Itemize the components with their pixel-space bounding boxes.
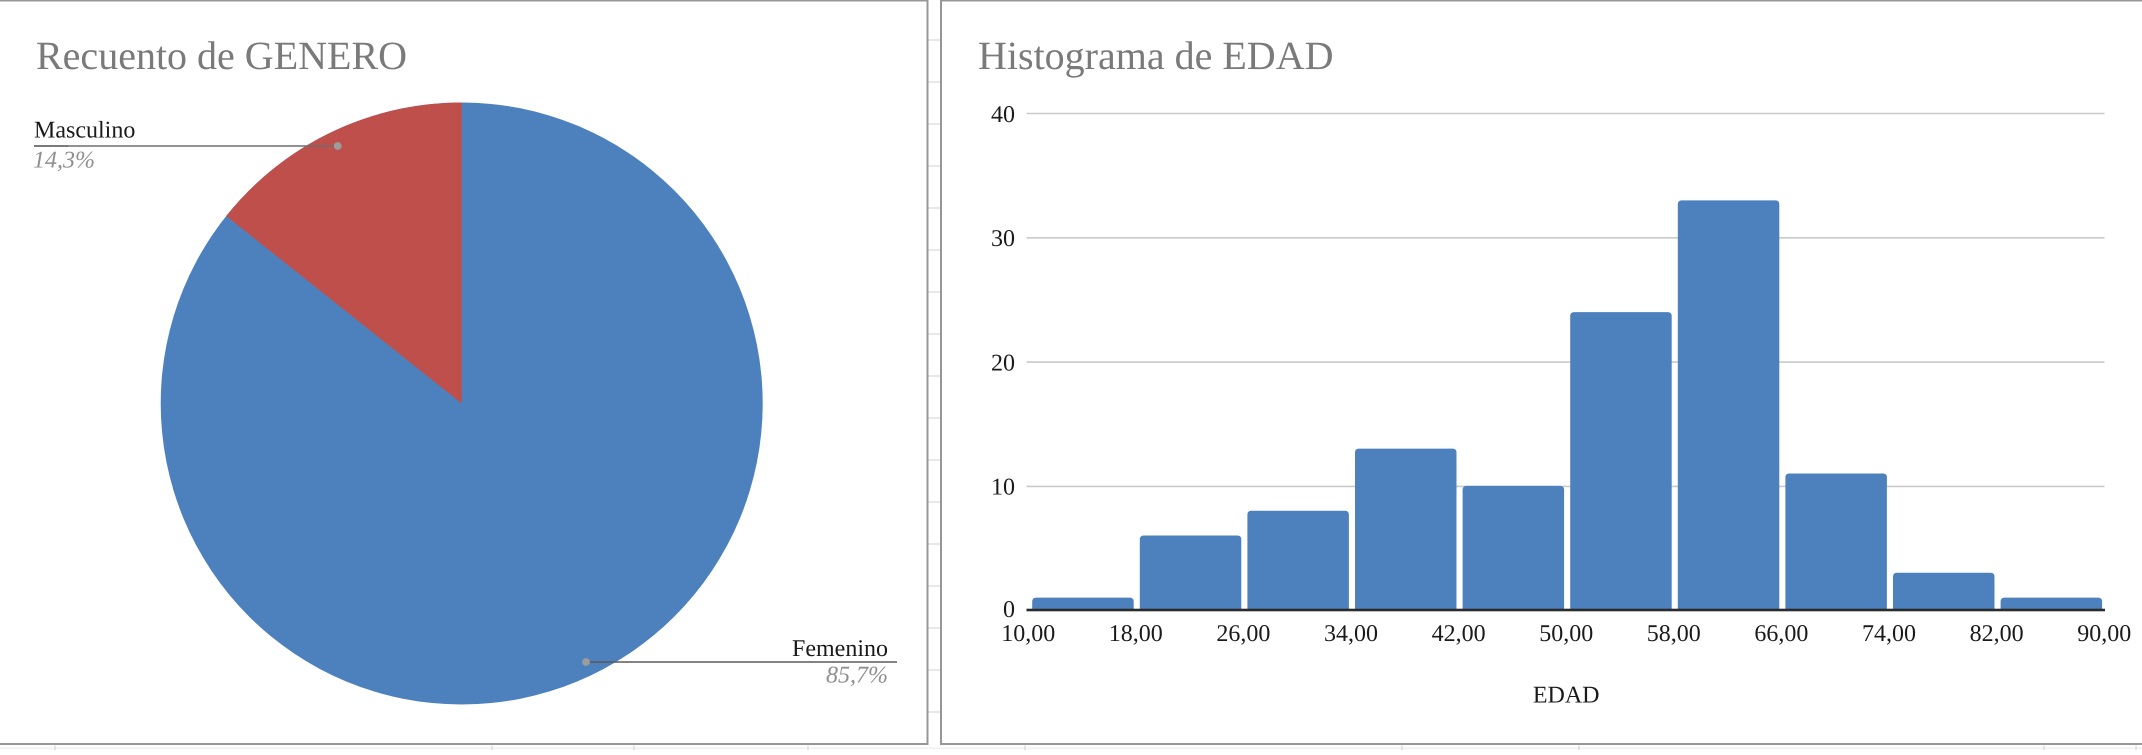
svg-text:10: 10 xyxy=(991,475,1015,501)
svg-text:14,3%: 14,3% xyxy=(33,148,95,174)
svg-text:50,00: 50,00 xyxy=(1539,621,1593,647)
svg-text:40: 40 xyxy=(991,102,1015,128)
svg-text:Recuento de GENERO: Recuento de GENERO xyxy=(36,33,407,78)
svg-text:26,00: 26,00 xyxy=(1216,621,1270,647)
svg-text:90,00: 90,00 xyxy=(2077,621,2131,647)
svg-text:34,00: 34,00 xyxy=(1324,621,1378,647)
svg-text:74,00: 74,00 xyxy=(1862,621,1916,647)
svg-text:10,00: 10,00 xyxy=(1001,621,1055,647)
svg-text:Masculino: Masculino xyxy=(34,117,135,143)
svg-text:20: 20 xyxy=(991,350,1015,376)
svg-text:58,00: 58,00 xyxy=(1647,621,1701,647)
svg-text:42,00: 42,00 xyxy=(1432,621,1486,647)
svg-text:66,00: 66,00 xyxy=(1754,621,1808,647)
svg-text:18,00: 18,00 xyxy=(1109,621,1163,647)
svg-text:30: 30 xyxy=(991,226,1015,252)
svg-text:Femenino: Femenino xyxy=(792,636,888,662)
svg-text:82,00: 82,00 xyxy=(1970,621,2024,647)
svg-text:Histograma de EDAD: Histograma de EDAD xyxy=(978,33,1333,78)
svg-text:EDAD: EDAD xyxy=(1533,683,1600,709)
svg-text:85,7%: 85,7% xyxy=(826,662,888,688)
svg-text:0: 0 xyxy=(1003,597,1015,623)
